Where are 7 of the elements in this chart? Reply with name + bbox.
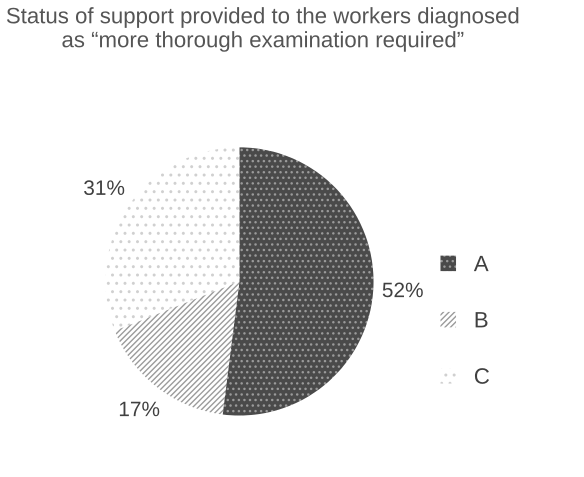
data-label: 31%: [84, 180, 124, 196]
legend-label: B: [476, 312, 488, 328]
data-label: 17%: [120, 402, 160, 416]
chart-title: Status of support provided to the workers diagnosed as “more thorough examination required”: [6, 7, 518, 52]
data-label: 52%: [382, 282, 423, 298]
legend-label: A: [474, 256, 489, 272]
legend-label: C: [474, 368, 490, 384]
